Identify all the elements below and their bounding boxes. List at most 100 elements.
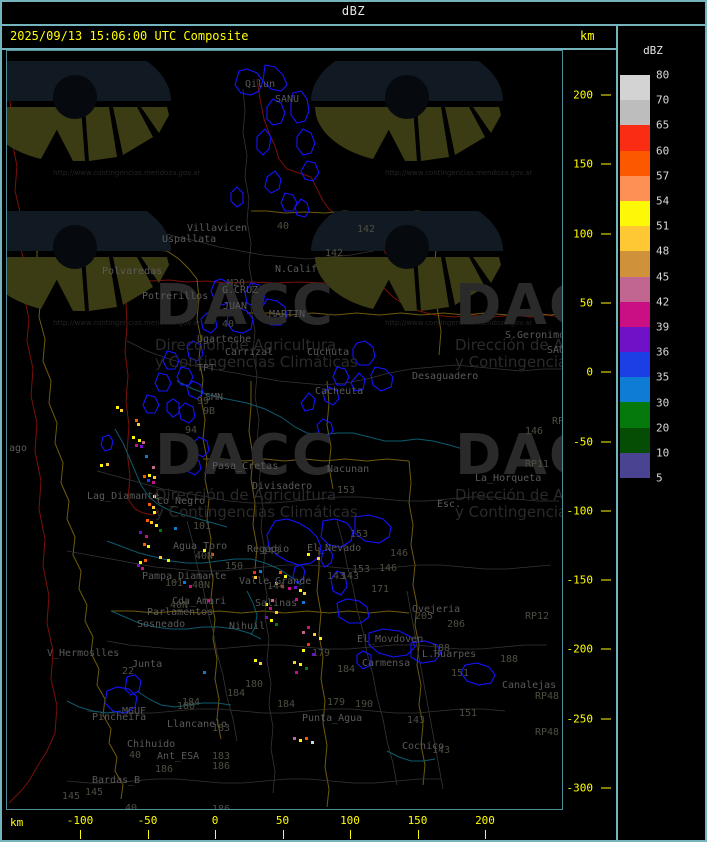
colorbar-swatch — [620, 175, 650, 201]
colorbar-panel[interactable]: dBZ 80 70 65 60 57 54 51 48 45 42 39 36 35 30 20 10 5 — [618, 26, 705, 840]
place-label: V_Hermoslles — [47, 648, 120, 659]
place-label: Divisadero — [252, 481, 313, 492]
colorbar-tick-label: 48 — [656, 244, 670, 258]
route-number-label: 179 — [312, 648, 331, 659]
radar-echo-pixel — [307, 643, 310, 646]
place-label: Ovejeria — [412, 604, 461, 615]
place-label: MGUF — [122, 706, 147, 717]
radar-echo-pixel — [312, 653, 315, 656]
road-layer — [66, 88, 562, 794]
radar-echo-pixel — [275, 623, 278, 626]
route-number-label: 99 — [197, 396, 210, 407]
route-number-label: 184 — [337, 664, 356, 675]
radar-echo-pixel — [271, 599, 274, 602]
colorbar-swatch — [620, 427, 650, 453]
route-number-label: 180 — [177, 701, 196, 712]
radar-echo-pixel — [152, 481, 155, 484]
x-axis-tick-label: 200 — [475, 814, 495, 827]
radar-echo-pixel — [135, 419, 138, 422]
place-label: Carrizal — [225, 347, 274, 358]
colorbar-swatch — [620, 226, 650, 252]
watermark-subtitle-4b: y Contingencias Climáticas — [455, 503, 562, 521]
route-number-label: 146 — [525, 426, 544, 437]
place-label: Pincheira — [92, 712, 147, 723]
title-underline — [0, 24, 707, 26]
route-number-label: 183 — [212, 751, 231, 762]
route-number-label: M20 — [227, 278, 246, 289]
radar-echo-pixel — [142, 441, 145, 444]
colorbar-tick-label: 60 — [656, 144, 670, 158]
window-title: dBZ — [341, 4, 366, 18]
y-axis-tick-label: -100 — [566, 504, 594, 518]
colorbar-tick-label: 5 — [656, 471, 663, 485]
y-axis-tick-mark — [601, 441, 611, 442]
radar-echo-pixel — [150, 521, 153, 524]
colorbar-swatch — [620, 276, 650, 302]
route-number-label: RP11 — [525, 459, 550, 470]
colorbar-tick-label: 65 — [656, 118, 670, 132]
y-axis-tick-mark — [601, 233, 611, 235]
radar-echo-pixel — [148, 474, 151, 477]
route-number-label: 145 — [85, 787, 104, 798]
route-number-label: 40N — [192, 580, 211, 591]
x-axis-tick-mark — [215, 830, 216, 839]
place-label: MARTIN — [269, 309, 306, 320]
radar-map-panel[interactable]: http://www.contingencias.mendoza.gov.ar … — [6, 50, 563, 810]
radar-echo-pixel — [275, 611, 278, 614]
watermark-subtitle-1b: y Contingencias Climáticas — [155, 353, 358, 371]
radar-echo-pixel — [148, 503, 151, 506]
x-axis-tick-label: 50 — [275, 814, 290, 827]
route-number-label: 40 — [277, 221, 290, 232]
colorbar-swatch — [620, 150, 650, 176]
route-number-label: 145 — [62, 791, 81, 802]
window-left-border — [0, 0, 2, 842]
y-axis-tick-mark — [601, 302, 611, 304]
route-number-label: 171 — [371, 584, 390, 595]
colorbar-swatch — [620, 352, 650, 378]
y-axis-tick-mark — [601, 163, 611, 165]
radar-echo-pixel — [189, 585, 192, 588]
place-label: Llancanelo — [167, 719, 228, 730]
radar-echo-pixel — [143, 543, 146, 546]
place-label: Cochico — [402, 741, 445, 752]
echo-outline-layer — [100, 64, 496, 714]
colorbar-tick-label: 54 — [656, 194, 670, 208]
radar-echo-pixel — [259, 662, 262, 665]
radar-echo-pixel — [211, 553, 214, 556]
radar-echo-pixel — [174, 527, 177, 530]
radar-echo-pixel — [152, 466, 155, 469]
route-number-label: 153 — [337, 485, 356, 496]
route-number-label: 143 — [262, 546, 281, 557]
route-number-label: 144 — [267, 581, 286, 592]
place-label: Polvaredas — [102, 266, 163, 277]
watermark-brand-3: DACC — [155, 423, 336, 488]
radar-echo-pixel — [132, 436, 135, 439]
route-number-label: 206 — [447, 619, 466, 630]
radar-echo-pixel — [275, 582, 278, 585]
route-number-label: 40 — [129, 750, 142, 761]
route-number-label: RP48 — [535, 691, 560, 702]
radar-echo-pixel — [183, 581, 186, 584]
route-number-label: 183 — [212, 723, 231, 734]
place-label: N.Calif — [275, 264, 318, 275]
radar-echo-pixel — [313, 633, 316, 636]
radar-echo-pixel — [305, 667, 308, 670]
x-axis-tick-mark — [80, 830, 81, 839]
route-number-label: 188 — [432, 643, 451, 654]
radar-echo-pixel — [254, 659, 257, 662]
x-axis-tick-mark — [282, 830, 284, 839]
radar-echo-pixel — [153, 476, 156, 479]
y-axis-tick-label: -250 — [566, 712, 594, 726]
radar-echo-pixel — [203, 549, 206, 552]
route-number-label: 146 — [390, 548, 409, 559]
window-right-border — [705, 0, 707, 842]
radar-echo-pixel — [167, 559, 170, 562]
route-number-label: 151 — [459, 708, 478, 719]
radar-echo-pixel — [159, 556, 162, 559]
radar-echo-pixel — [270, 619, 273, 622]
y-axis-tick-label: 100 — [573, 227, 593, 241]
place-label: Desaguadero — [412, 371, 479, 382]
place-label: Qilun — [245, 79, 276, 90]
place-label: Pampa_Diamante — [142, 571, 227, 582]
place-label: SAOU — [547, 345, 562, 356]
